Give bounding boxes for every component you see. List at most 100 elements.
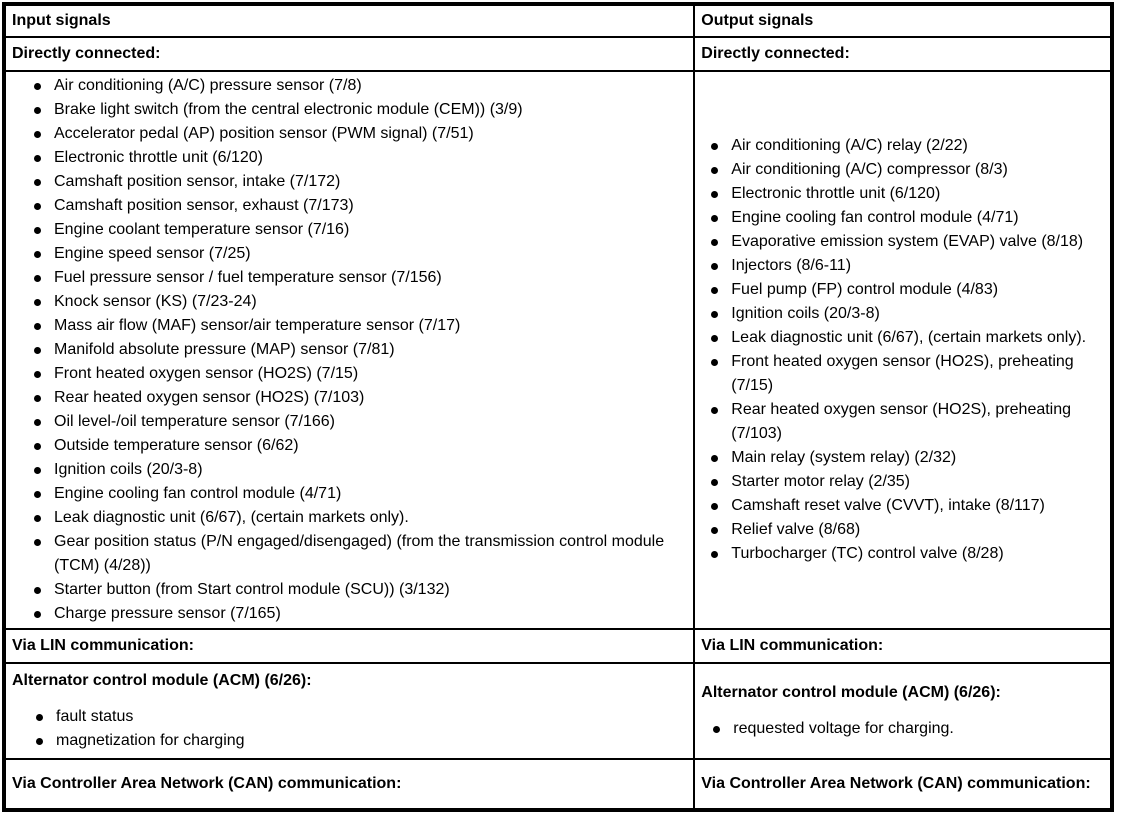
output-directly-connected-cell: Air conditioning (A/C) relay (2/22) Air … bbox=[693, 70, 1113, 630]
list-item-text: Accelerator pedal (AP) position sensor (… bbox=[54, 125, 474, 142]
list-item: Electronic throttle unit (6/120) bbox=[10, 146, 689, 170]
directly-connected-lists-row: Air conditioning (A/C) pressure sensor (… bbox=[2, 70, 1113, 630]
list-item-text: requested voltage for charging. bbox=[733, 720, 954, 737]
directly-connected-row: Directly connected: Directly connected: bbox=[2, 36, 1113, 72]
list-item-text: Mass air flow (MAF) sensor/air temperatu… bbox=[54, 317, 461, 334]
bullet-icon bbox=[711, 407, 719, 414]
input-signals-header: Input signals bbox=[2, 3, 696, 38]
list-item-text: Starter button (from Start control modul… bbox=[54, 581, 450, 598]
list-item: Evaporative emission system (EVAP) valve… bbox=[699, 230, 1106, 254]
list-item: Engine cooling fan control module (4/71) bbox=[10, 482, 689, 506]
acm-row: Alternator control module (ACM) (6/26): … bbox=[2, 662, 1113, 760]
input-can-label: Via Controller Area Network (CAN) commun… bbox=[2, 758, 696, 811]
bullet-icon bbox=[34, 611, 41, 618]
bullet-icon bbox=[711, 287, 719, 294]
bullet-icon bbox=[34, 83, 41, 90]
list-item: Front heated oxygen sensor (HO2S), prehe… bbox=[699, 350, 1106, 398]
bullet-icon bbox=[34, 107, 41, 114]
list-item: Engine speed sensor (7/25) bbox=[10, 242, 689, 266]
bullet-icon bbox=[34, 275, 41, 282]
bullet-icon bbox=[34, 227, 41, 234]
list-item-text: magnetization for charging bbox=[56, 732, 245, 749]
list-item: Starter motor relay (2/35) bbox=[699, 470, 1106, 494]
list-item: Oil level-/oil temperature sensor (7/166… bbox=[10, 410, 689, 434]
list-item-text: Rear heated oxygen sensor (HO2S), prehea… bbox=[731, 401, 1072, 442]
list-item-text: Outside temperature sensor (6/62) bbox=[54, 437, 299, 454]
bullet-icon bbox=[36, 738, 43, 745]
list-item-text: Camshaft position sensor, exhaust (7/173… bbox=[54, 197, 354, 214]
bullet-icon bbox=[711, 191, 719, 198]
bullet-icon bbox=[711, 263, 719, 270]
list-item: Relief valve (8/68) bbox=[699, 518, 1106, 542]
output-acm-heading: Alternator control module (ACM) (6/26): bbox=[701, 684, 1001, 701]
list-item: Fuel pressure sensor / fuel temperature … bbox=[10, 266, 689, 290]
list-item-text: Rear heated oxygen sensor (HO2S) (7/103) bbox=[54, 389, 365, 406]
list-item-text: Air conditioning (A/C) relay (2/22) bbox=[731, 137, 968, 154]
bullet-icon bbox=[34, 347, 41, 354]
bullet-icon bbox=[34, 179, 41, 186]
list-item-text: Injectors (8/6-11) bbox=[731, 257, 852, 274]
list-item: Ignition coils (20/3-8) bbox=[10, 458, 689, 482]
list-item-text: Starter motor relay (2/35) bbox=[731, 473, 911, 490]
bullet-icon bbox=[34, 515, 41, 522]
list-item: Turbocharger (TC) control valve (8/28) bbox=[699, 542, 1106, 566]
output-directly-connected-list: Air conditioning (A/C) relay (2/22) Air … bbox=[699, 134, 1106, 566]
list-item: Air conditioning (A/C) compressor (8/3) bbox=[699, 158, 1106, 182]
bullet-icon bbox=[711, 359, 719, 366]
list-item-text: Engine speed sensor (7/25) bbox=[54, 245, 251, 262]
list-item: Air conditioning (A/C) pressure sensor (… bbox=[10, 74, 689, 98]
bullet-icon bbox=[711, 455, 719, 462]
list-item: Outside temperature sensor (6/62) bbox=[10, 434, 689, 458]
list-item-text: Main relay (system relay) (2/32) bbox=[731, 449, 957, 466]
list-item-text: Engine cooling fan control module (4/71) bbox=[731, 209, 1019, 226]
bullet-icon bbox=[34, 419, 41, 426]
list-item: Leak diagnostic unit (6/67), (certain ma… bbox=[699, 326, 1106, 350]
list-item: Manifold absolute pressure (MAP) sensor … bbox=[10, 338, 689, 362]
input-acm-heading: Alternator control module (ACM) (6/26): bbox=[12, 672, 312, 689]
list-item: Electronic throttle unit (6/120) bbox=[699, 182, 1106, 206]
list-item-text: Turbocharger (TC) control valve (8/28) bbox=[731, 545, 1004, 562]
list-item-text: Front heated oxygen sensor (HO2S) (7/15) bbox=[54, 365, 359, 382]
bullet-icon bbox=[711, 503, 719, 510]
list-item-text: Engine cooling fan control module (4/71) bbox=[54, 485, 342, 502]
bullet-icon bbox=[34, 443, 41, 450]
list-item: Rear heated oxygen sensor (HO2S) (7/103) bbox=[10, 386, 689, 410]
list-item: Engine cooling fan control module (4/71) bbox=[699, 206, 1106, 230]
bullet-icon bbox=[34, 371, 41, 378]
bullet-icon bbox=[713, 726, 721, 733]
list-item-text: Electronic throttle unit (6/120) bbox=[731, 185, 941, 202]
list-item-text: fault status bbox=[56, 708, 134, 725]
bullet-icon bbox=[34, 323, 41, 330]
list-item-text: Evaporative emission system (EVAP) valve… bbox=[731, 233, 1084, 250]
bullet-icon bbox=[34, 467, 41, 474]
input-acm-cell: Alternator control module (ACM) (6/26): … bbox=[2, 662, 696, 760]
list-item: Air conditioning (A/C) relay (2/22) bbox=[699, 134, 1106, 158]
list-item: Injectors (8/6-11) bbox=[699, 254, 1106, 278]
lin-communication-row: Via LIN communication: Via LIN communica… bbox=[2, 628, 1113, 664]
list-item: Rear heated oxygen sensor (HO2S), prehea… bbox=[699, 398, 1106, 446]
list-item: Leak diagnostic unit (6/67), (certain ma… bbox=[10, 506, 689, 530]
output-lin-label: Via LIN communication: bbox=[693, 628, 1113, 664]
bullet-icon bbox=[711, 239, 719, 246]
bullet-icon bbox=[34, 539, 41, 546]
input-directly-connected-cell: Air conditioning (A/C) pressure sensor (… bbox=[2, 70, 696, 630]
input-lin-label: Via LIN communication: bbox=[2, 628, 696, 664]
list-item: requested voltage for charging. bbox=[701, 717, 1104, 741]
bullet-icon bbox=[711, 311, 719, 318]
list-item-text: Front heated oxygen sensor (HO2S), prehe… bbox=[731, 353, 1074, 394]
list-item: Starter button (from Start control modul… bbox=[10, 578, 689, 602]
list-item-text: Charge pressure sensor (7/165) bbox=[54, 605, 281, 622]
list-item: Camshaft reset valve (CVVT), intake (8/1… bbox=[699, 494, 1106, 518]
list-item: Camshaft position sensor, exhaust (7/173… bbox=[10, 194, 689, 218]
list-item: fault status bbox=[12, 705, 687, 729]
list-item: Engine coolant temperature sensor (7/16) bbox=[10, 218, 689, 242]
signals-table: Input signals Output signals Directly co… bbox=[2, 2, 1114, 812]
list-item-text: Ignition coils (20/3-8) bbox=[54, 461, 203, 478]
list-item-text: Ignition coils (20/3-8) bbox=[731, 305, 880, 322]
list-item-text: Camshaft reset valve (CVVT), intake (8/1… bbox=[731, 497, 1045, 514]
bullet-icon bbox=[711, 527, 719, 534]
bullet-icon bbox=[711, 143, 719, 150]
list-item: Main relay (system relay) (2/32) bbox=[699, 446, 1106, 470]
list-item: Front heated oxygen sensor (HO2S) (7/15) bbox=[10, 362, 689, 386]
list-item: Accelerator pedal (AP) position sensor (… bbox=[10, 122, 689, 146]
